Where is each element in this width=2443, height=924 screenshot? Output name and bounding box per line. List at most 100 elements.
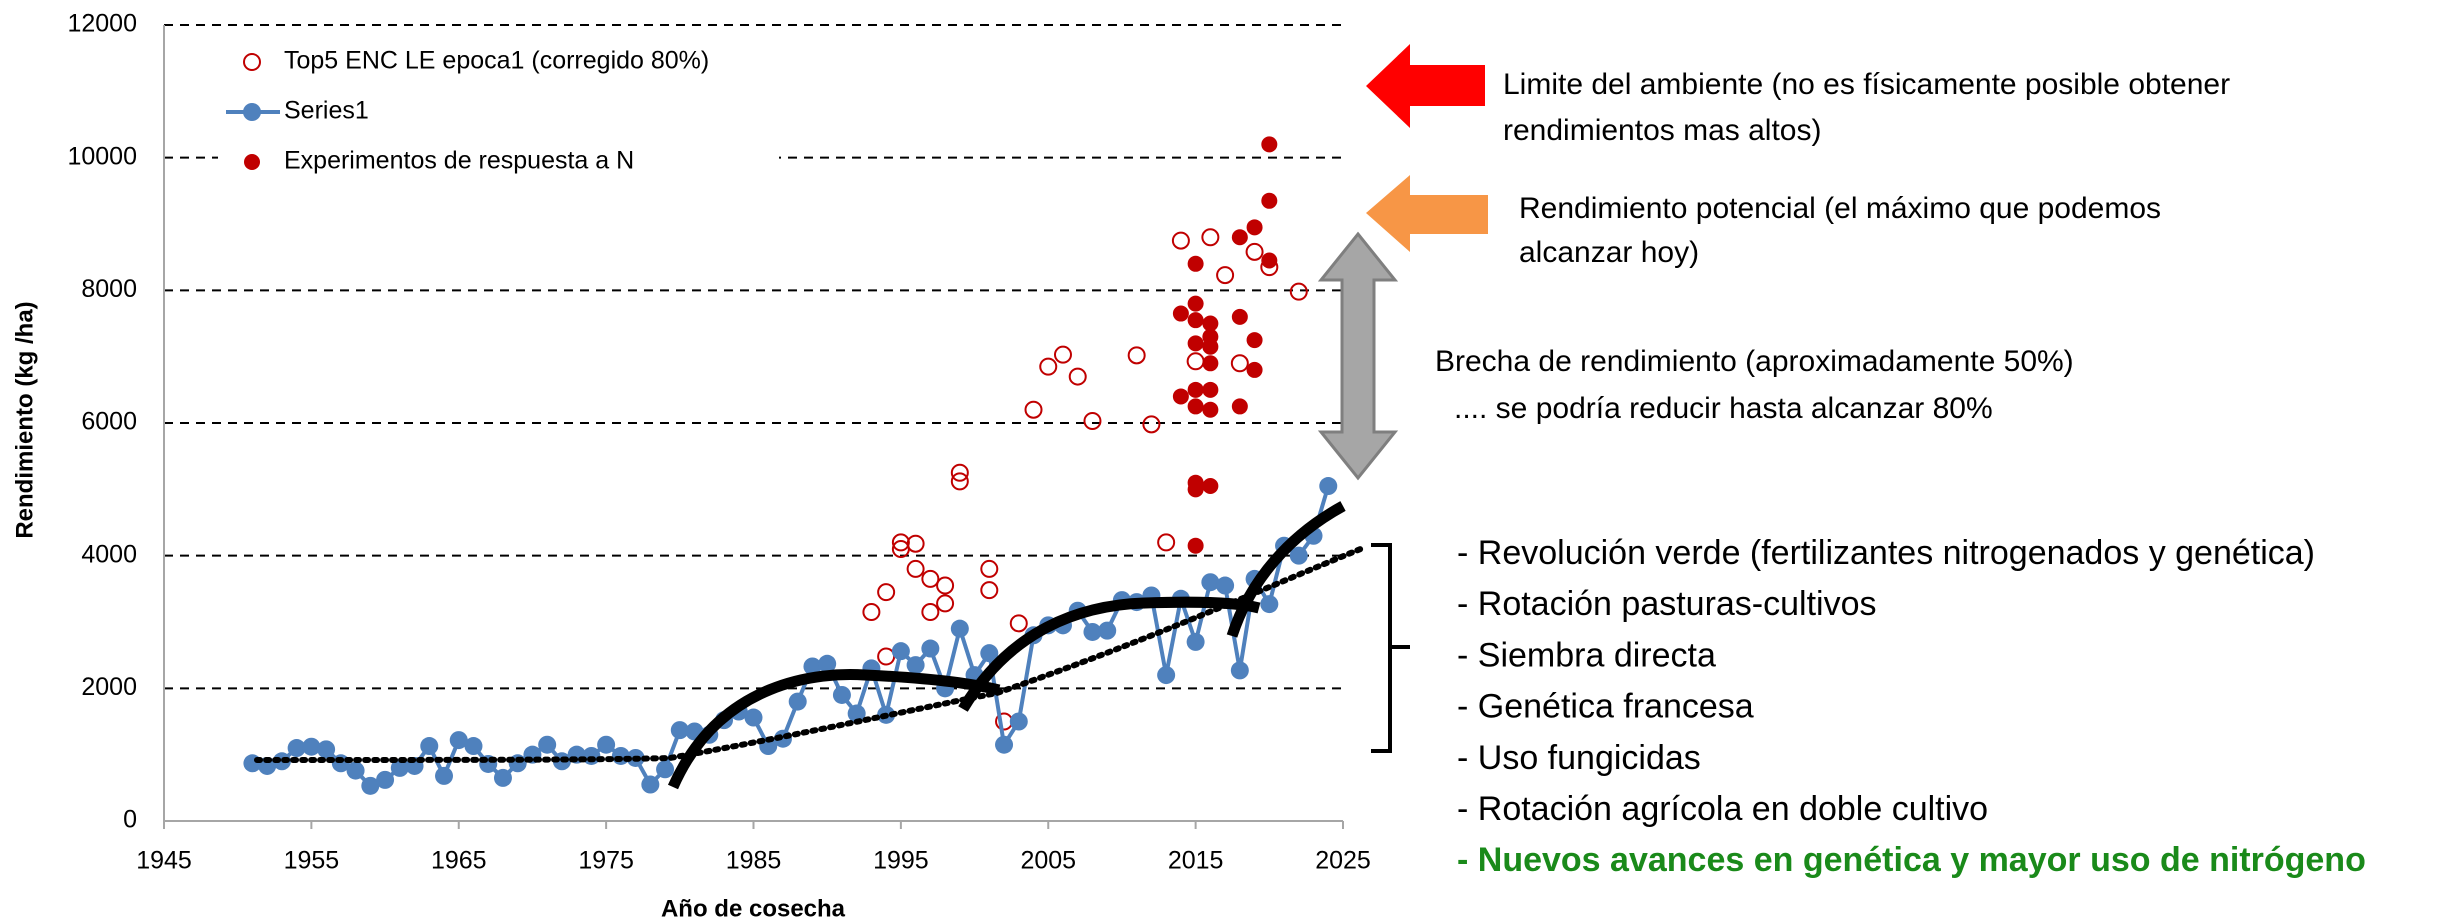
point [1187,335,1204,352]
point [1202,478,1219,495]
point [877,583,896,602]
point [1231,308,1248,325]
x-axis-title: Año de cosecha [661,895,846,922]
point [1202,315,1219,332]
point [1186,632,1205,651]
orange-arrow [1366,175,1488,252]
point [788,692,807,711]
point [1172,305,1189,322]
annotation: Rendimiento potencial (el máximo que pod… [1519,192,2161,225]
factor: - Rotación pasturas-cultivos [1457,585,1877,623]
point [376,770,395,789]
point [995,735,1014,754]
point [1202,355,1219,372]
point [921,639,940,658]
point [1053,345,1072,364]
point [906,559,925,578]
y-tick-label: 12000 [67,10,137,38]
point [891,642,910,661]
factor: - Siembra directa [1457,636,1716,674]
point [597,735,616,754]
point [1187,398,1204,415]
annotations: Limite del ambiente (no es físicamente p… [1435,68,2230,425]
point [1142,415,1161,434]
y-tick-label: 8000 [81,275,137,303]
point [832,685,851,704]
point [1260,595,1279,614]
factor-list: - Revolución verde (fertilizantes nitrog… [1457,534,2366,879]
legend-label: Top5 ENC LE epoca1 (corregido 80%) [284,47,709,75]
point [818,654,837,673]
point [1202,338,1219,355]
legend-label: Series1 [284,97,369,125]
point [1187,312,1204,329]
point [1231,398,1248,415]
point [420,737,439,756]
point [921,603,940,622]
point [1172,388,1189,405]
point [346,761,365,780]
point [1098,621,1117,640]
point [1202,381,1219,398]
point [950,463,969,482]
point [1187,537,1204,554]
point [641,775,660,794]
point [1068,367,1087,386]
x-tick-label: 1965 [431,847,487,875]
point [1289,546,1308,565]
point [1024,400,1043,419]
point [1202,401,1219,418]
x-tick-label: 1975 [578,847,634,875]
point [1187,381,1204,398]
point [980,559,999,578]
y-tick-label: 2000 [81,673,137,701]
x-tick-label: 2015 [1168,847,1224,875]
point [1083,622,1102,641]
point [906,534,925,553]
annotation: Brecha de rendimiento (aproximadamente 5… [1435,345,2074,378]
point [1319,477,1338,496]
point [1230,354,1249,373]
y-axis-title: Rendimiento (kg /ha) [11,301,38,538]
point [1201,573,1220,592]
point [1246,332,1263,349]
point [1187,481,1204,498]
point [493,768,512,787]
x-tick-label: 1995 [873,847,929,875]
x-tick-label: 1945 [136,847,192,875]
point [980,581,999,600]
trend-curve [958,596,1261,712]
point [1216,576,1235,595]
trend-line [254,545,1366,763]
point [1009,614,1028,633]
point [1261,136,1278,153]
point [950,619,969,638]
y-tick-label: 10000 [67,142,137,170]
point [390,758,409,777]
point [1216,266,1235,285]
trend-curve [1226,501,1346,638]
x-tick-label: 2025 [1315,847,1371,875]
point [317,740,336,759]
point [1157,666,1176,685]
factor: - Revolución verde (fertilizantes nitrog… [1457,534,2315,572]
point [1246,219,1263,236]
point [656,760,675,779]
annotation: Limite del ambiente (no es físicamente p… [1503,68,2230,101]
point [449,731,468,750]
point [862,603,881,622]
annotation: rendimientos mas altos) [1503,114,1821,147]
x-tick-label: 1985 [726,847,782,875]
annotation: alcanzar hoy) [1519,236,1699,269]
legend-label: Experimentos de respuesta a N [284,147,634,175]
point [1261,252,1278,269]
point [891,533,910,552]
legend: Top5 ENC LE epoca1 (corregido 80%) Series… [226,47,709,175]
point [1127,346,1146,365]
marks [243,136,1338,795]
point [1230,661,1249,680]
legend-box [218,39,779,184]
point [464,737,483,756]
point [670,721,689,740]
